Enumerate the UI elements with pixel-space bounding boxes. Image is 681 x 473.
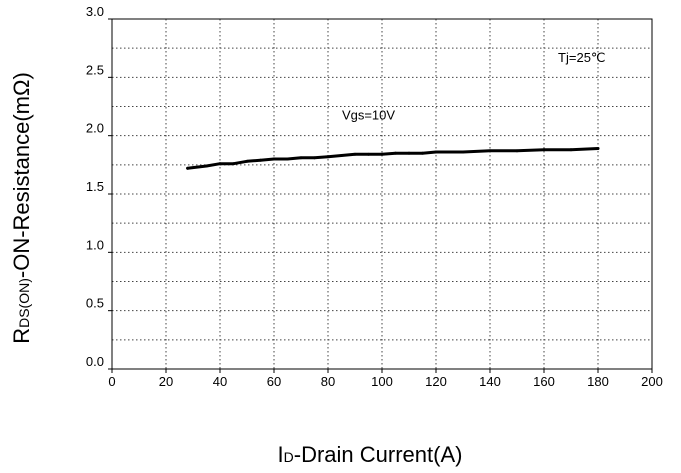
- x-tick-label: 40: [213, 374, 227, 389]
- y-tick-label: 1.0: [86, 237, 104, 252]
- y-tick-label: 0.0: [86, 354, 104, 369]
- series-point: [245, 159, 249, 163]
- series-point: [286, 157, 289, 161]
- x-tick-label: 100: [371, 374, 393, 389]
- series-point: [488, 149, 492, 153]
- y-tick-label: 0.5: [86, 296, 104, 311]
- series-point: [596, 147, 600, 150]
- x-tick-label: 20: [159, 374, 173, 389]
- series-point: [326, 155, 330, 159]
- series-point: [353, 152, 357, 156]
- series-point: [434, 150, 438, 154]
- series-point: [542, 148, 546, 152]
- x-tick-label: 200: [641, 374, 663, 389]
- series-point: [205, 164, 208, 168]
- y-axis-label: RDS(ON)-ON-Resistance(mΩ): [9, 72, 34, 344]
- series-point: [340, 154, 343, 157]
- series-point: [367, 152, 370, 156]
- series-point: [515, 149, 519, 153]
- x-tick-label: 160: [533, 374, 555, 389]
- series-point: [186, 166, 190, 170]
- annotation-label: Tj=25℃: [558, 50, 605, 65]
- series-point: [394, 151, 397, 155]
- y-tick-label: 2.0: [86, 121, 104, 136]
- y-tick-label: 1.5: [86, 179, 104, 194]
- y-tick-label: 3.0: [86, 4, 104, 19]
- annotation-label: Vgs=10V: [342, 107, 395, 122]
- series-point: [299, 156, 303, 160]
- series-point: [272, 157, 276, 161]
- x-tick-label: 120: [425, 374, 447, 389]
- y-tick-label: 2.5: [86, 62, 104, 77]
- axis-ticks: 0 20 40 60 80 100 120 140 160 180 200 0.0 0.5 1.0 1.5 2…: [86, 4, 663, 389]
- series-group: [186, 147, 600, 170]
- x-tick-label: 0: [108, 374, 115, 389]
- series-point: [421, 151, 424, 155]
- series-point: [461, 150, 465, 154]
- series-point: [407, 151, 411, 155]
- grid: [112, 19, 652, 369]
- x-tick-label: 60: [267, 374, 281, 389]
- x-tick-label: 140: [479, 374, 501, 389]
- x-tick-label: 180: [587, 374, 609, 389]
- series-point: [569, 148, 573, 152]
- series-point: [313, 156, 316, 160]
- x-tick-label: 80: [321, 374, 335, 389]
- series-point: [218, 162, 222, 166]
- series-point: [380, 152, 384, 156]
- series-point: [232, 162, 235, 166]
- x-axis-label: ID-Drain Current(A): [277, 442, 463, 467]
- annotations: Vgs=10V Tj=25℃: [342, 50, 606, 122]
- series-point: [259, 158, 262, 162]
